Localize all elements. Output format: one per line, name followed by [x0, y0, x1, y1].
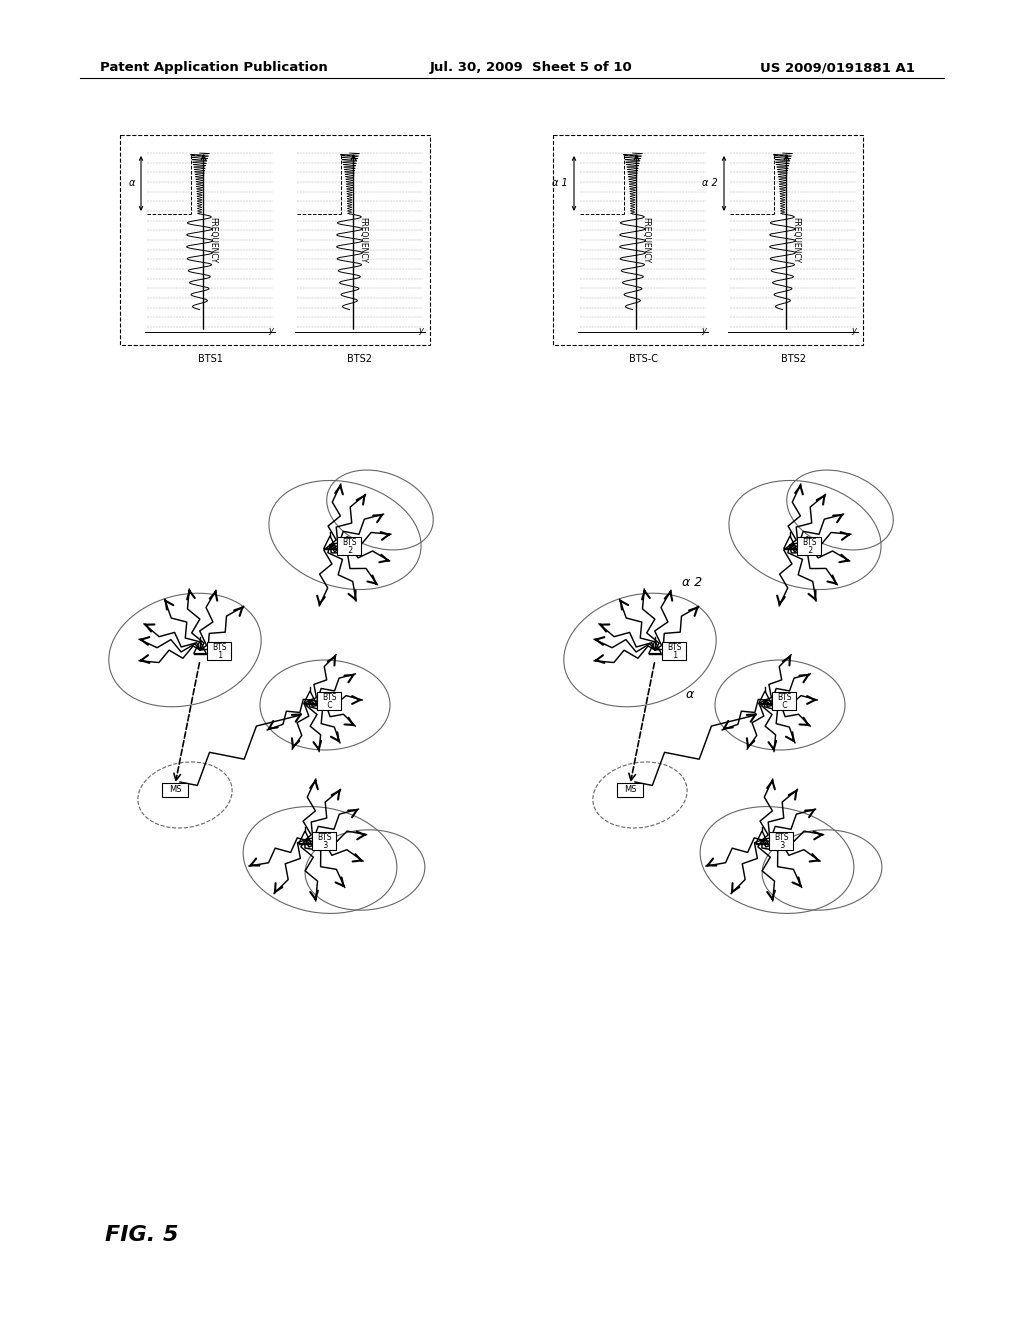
Text: y: y	[851, 326, 856, 335]
Text: Patent Application Publication: Patent Application Publication	[100, 62, 328, 74]
Text: MS: MS	[624, 785, 636, 795]
Text: BTS: BTS	[777, 693, 792, 702]
FancyBboxPatch shape	[769, 832, 794, 850]
Text: 3: 3	[777, 841, 785, 850]
FancyBboxPatch shape	[617, 783, 643, 797]
FancyBboxPatch shape	[162, 783, 188, 797]
FancyBboxPatch shape	[663, 642, 686, 660]
Text: α: α	[686, 689, 694, 701]
FancyBboxPatch shape	[798, 537, 821, 554]
Text: α 2: α 2	[682, 576, 702, 589]
Text: 3: 3	[321, 841, 328, 850]
Text: BTS: BTS	[212, 643, 226, 652]
Text: FREQUENCY: FREQUENCY	[209, 216, 217, 263]
Text: BTS: BTS	[342, 539, 356, 546]
Text: C: C	[780, 701, 788, 710]
Text: FIG. 5: FIG. 5	[105, 1225, 178, 1245]
Text: C: C	[326, 701, 333, 710]
Text: BTS-C: BTS-C	[629, 354, 657, 364]
Text: y: y	[268, 326, 273, 335]
Text: US 2009/0191881 A1: US 2009/0191881 A1	[760, 62, 914, 74]
Text: 2: 2	[806, 546, 813, 554]
Text: α: α	[129, 178, 135, 189]
Text: 1: 1	[671, 651, 678, 660]
FancyBboxPatch shape	[207, 642, 231, 660]
Bar	[553, 135, 863, 345]
FancyBboxPatch shape	[337, 537, 361, 554]
Text: α 2: α 2	[702, 178, 718, 189]
Text: BTS: BTS	[802, 539, 816, 546]
Text: BTS: BTS	[317, 833, 332, 842]
Text: FREQUENCY: FREQUENCY	[792, 216, 801, 263]
Text: BTS2: BTS2	[347, 354, 373, 364]
Text: BTS: BTS	[774, 833, 788, 842]
Text: BTS: BTS	[323, 693, 337, 702]
Text: FREQUENCY: FREQUENCY	[641, 216, 650, 263]
Text: Jul. 30, 2009  Sheet 5 of 10: Jul. 30, 2009 Sheet 5 of 10	[430, 62, 633, 74]
Text: 1: 1	[216, 651, 223, 660]
Text: 2: 2	[346, 546, 353, 554]
FancyBboxPatch shape	[312, 832, 336, 850]
FancyBboxPatch shape	[772, 692, 797, 710]
Text: MS: MS	[169, 785, 181, 795]
Text: FREQUENCY: FREQUENCY	[358, 216, 368, 263]
Text: α 1: α 1	[552, 178, 568, 189]
Text: BTS1: BTS1	[198, 354, 222, 364]
Bar	[120, 135, 430, 345]
FancyBboxPatch shape	[317, 692, 341, 710]
Text: BTS2: BTS2	[780, 354, 806, 364]
Text: BTS: BTS	[667, 643, 682, 652]
Text: y: y	[418, 326, 423, 335]
Text: y: y	[701, 326, 706, 335]
